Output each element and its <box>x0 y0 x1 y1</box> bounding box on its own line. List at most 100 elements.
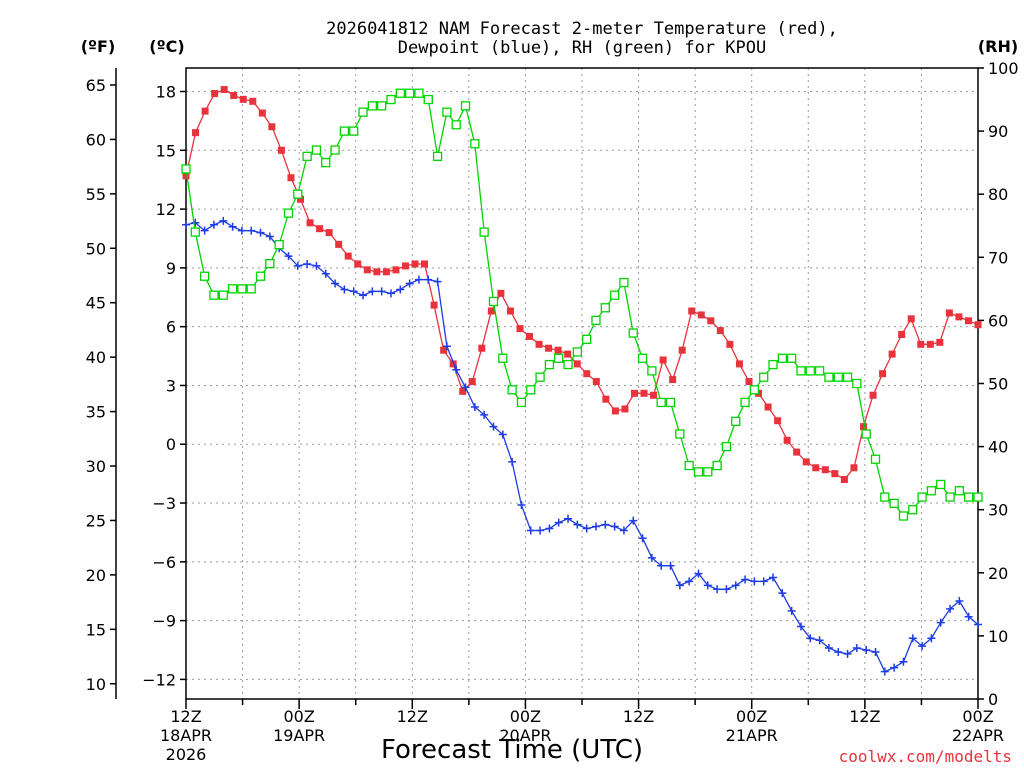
temperature-point <box>497 289 505 297</box>
temperature-point <box>602 395 610 403</box>
rh-point <box>311 145 322 155</box>
temperature-point <box>297 195 305 203</box>
celsius-tick-label: 12 <box>156 200 176 219</box>
rh-point <box>945 492 955 502</box>
dewpoint-point <box>349 287 358 296</box>
temperature-point <box>220 86 228 94</box>
temperature-point <box>802 458 810 466</box>
rh-point <box>544 359 555 370</box>
rh-point <box>870 454 881 464</box>
series-layer <box>181 86 983 676</box>
dewpoint-point <box>843 649 852 658</box>
dewpoint-point <box>359 291 368 300</box>
rh-point <box>246 284 256 294</box>
temperature-point <box>850 464 858 472</box>
temperature-point <box>535 340 543 348</box>
x-tick-time-label: 00Z <box>283 707 314 726</box>
temperature-point <box>707 317 715 325</box>
rh-point <box>535 372 545 382</box>
temperature-point <box>182 172 190 180</box>
dewpoint-point <box>741 575 750 584</box>
temperature-point <box>316 225 324 233</box>
dewpoint-point <box>303 259 312 268</box>
dewpoint-point <box>955 597 964 606</box>
dewpoint-point <box>480 410 489 419</box>
dewpoint-point <box>461 383 470 392</box>
dewpoint-point <box>890 663 899 672</box>
dewpoint-point <box>545 524 554 533</box>
temperature-point <box>621 405 629 413</box>
rh-point <box>209 290 219 300</box>
dewpoint-point <box>564 514 573 523</box>
temperature-point <box>716 327 724 335</box>
rh-tick-label: 70 <box>988 248 1008 267</box>
rh-point <box>712 460 722 471</box>
temperature-point <box>516 325 524 333</box>
rh-point <box>768 359 778 370</box>
rh-point <box>479 227 489 237</box>
x-tick-time-label: 00Z <box>510 707 541 726</box>
dewpoint-point <box>209 220 218 229</box>
rh-point <box>693 467 704 477</box>
x-tick-date-label: 19APR <box>273 726 325 745</box>
dewpoint-point <box>601 520 610 529</box>
dewpoint-point <box>946 604 955 613</box>
rh-tick-label: 60 <box>988 311 1008 330</box>
rh-point <box>740 397 750 408</box>
dewpoint-point <box>647 553 656 562</box>
series-0 <box>182 86 982 484</box>
dewpoint-point <box>247 226 256 235</box>
dewpoint-point <box>414 275 423 284</box>
x-tick-time-label: 12Z <box>623 707 654 726</box>
temperature-point <box>382 268 390 276</box>
temperature-point <box>192 129 200 137</box>
fahrenheit-tick-label: 25 <box>86 511 106 530</box>
temperature-point <box>468 378 476 386</box>
rh-point <box>926 486 937 496</box>
temperature-point <box>258 109 266 117</box>
dewpoint-point <box>694 569 703 578</box>
series-1 <box>182 216 982 676</box>
rh-point <box>199 271 210 281</box>
x-tick-date-label: 22APR <box>952 726 1004 745</box>
temperature-point <box>735 360 743 368</box>
temperature-point <box>898 331 906 339</box>
dewpoint-point <box>964 612 973 621</box>
temperature-point <box>583 370 591 378</box>
dewpoint-point <box>619 526 628 535</box>
dewpoint-point <box>265 232 274 241</box>
chart-title-line1: 2026041812 NAM Forecast 2-meter Temperat… <box>326 19 838 39</box>
dewpoint-point <box>974 620 982 629</box>
fahrenheit-tick-label: 20 <box>86 566 106 585</box>
temperature-point <box>344 252 352 260</box>
rh-point <box>749 385 760 395</box>
temperature-point <box>373 268 381 276</box>
rh-tick-label: 40 <box>988 438 1008 457</box>
temperature-point <box>573 360 581 368</box>
fahrenheit-tick-label: 35 <box>86 403 106 422</box>
x-tick-time-label: 12Z <box>849 707 880 726</box>
celsius-tick-label: −12 <box>142 670 176 689</box>
temperature-point <box>325 229 333 237</box>
rh-point <box>777 353 787 363</box>
dewpoint-point <box>219 216 228 225</box>
temperature-point <box>611 407 619 415</box>
rh-point <box>274 240 284 250</box>
rh-tick-label: 100 <box>988 59 1019 78</box>
fahrenheit-unit-label: (ºF) <box>81 37 116 56</box>
rh-point <box>973 492 983 502</box>
dewpoint-point <box>312 261 321 270</box>
fahrenheit-tick-label: 30 <box>86 457 106 476</box>
rh-point <box>423 94 433 105</box>
x-tick-date-label: 18APR <box>160 726 212 745</box>
celsius-tick-label: 18 <box>156 83 176 102</box>
temperature-point <box>592 378 600 386</box>
dewpoint-point <box>815 636 824 645</box>
temperature-point <box>869 391 877 399</box>
temperature-point <box>421 260 429 268</box>
temperature-point <box>879 370 887 378</box>
dewpoint-point <box>852 644 861 653</box>
rh-unit-label: (RH) <box>978 37 1018 56</box>
